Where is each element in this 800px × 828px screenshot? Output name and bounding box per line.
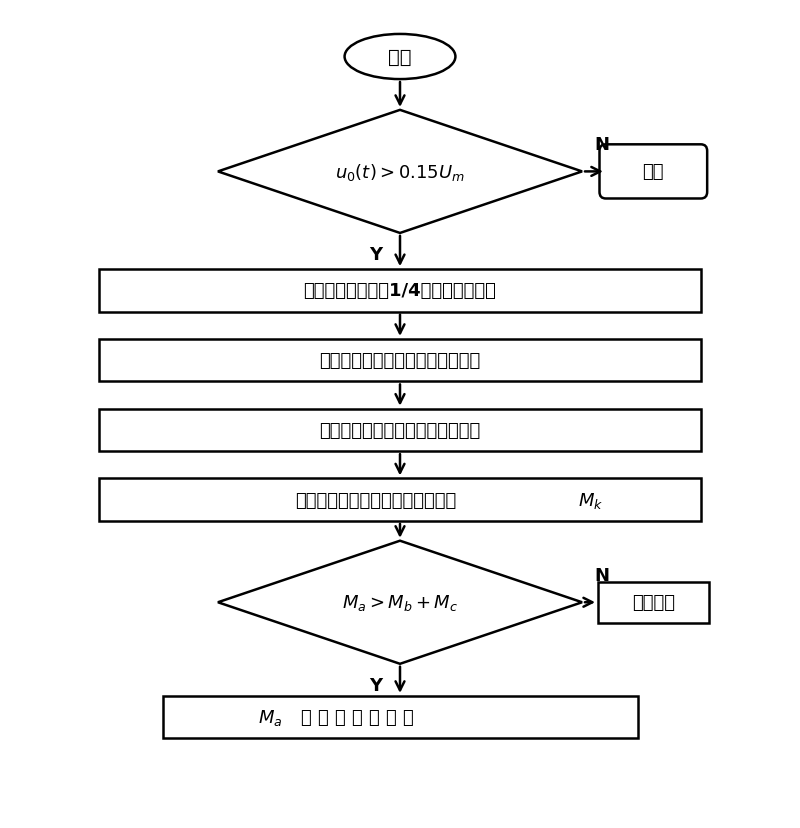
- Text: 返回: 返回: [642, 163, 664, 181]
- Text: N: N: [594, 566, 609, 585]
- Text: $M_a$: $M_a$: [258, 707, 282, 727]
- Text: Y: Y: [370, 246, 382, 264]
- Text: N: N: [594, 136, 609, 154]
- Text: 母线故障: 母线故障: [632, 594, 675, 612]
- Bar: [162, 696, 638, 739]
- Text: 计算各线路的综合小波能量相对熵: 计算各线路的综合小波能量相对熵: [296, 491, 457, 509]
- Text: $u_0(t)>0.15U_m$: $u_0(t)>0.15U_m$: [335, 161, 465, 183]
- Bar: [598, 582, 709, 623]
- Text: 计算各线路在各频带下的小波能量: 计算各线路在各频带下的小波能量: [319, 352, 481, 370]
- Text: 记录故障后各线路1/4周波的零序电流: 记录故障后各线路1/4周波的零序电流: [303, 282, 497, 300]
- Bar: [99, 270, 701, 312]
- Text: 计算各线路的小波能量相对熵矩阵: 计算各线路的小波能量相对熵矩阵: [319, 421, 481, 440]
- Text: Y: Y: [370, 676, 382, 694]
- Text: 开始: 开始: [388, 48, 412, 67]
- Text: $M_k$: $M_k$: [578, 490, 603, 510]
- Bar: [99, 339, 701, 382]
- Text: 对 应 的 线 路 故 障: 对 应 的 线 路 故 障: [301, 708, 414, 726]
- Bar: [99, 479, 701, 522]
- Text: $M_a>M_b+M_c$: $M_a>M_b+M_c$: [342, 593, 458, 613]
- Bar: [99, 409, 701, 452]
